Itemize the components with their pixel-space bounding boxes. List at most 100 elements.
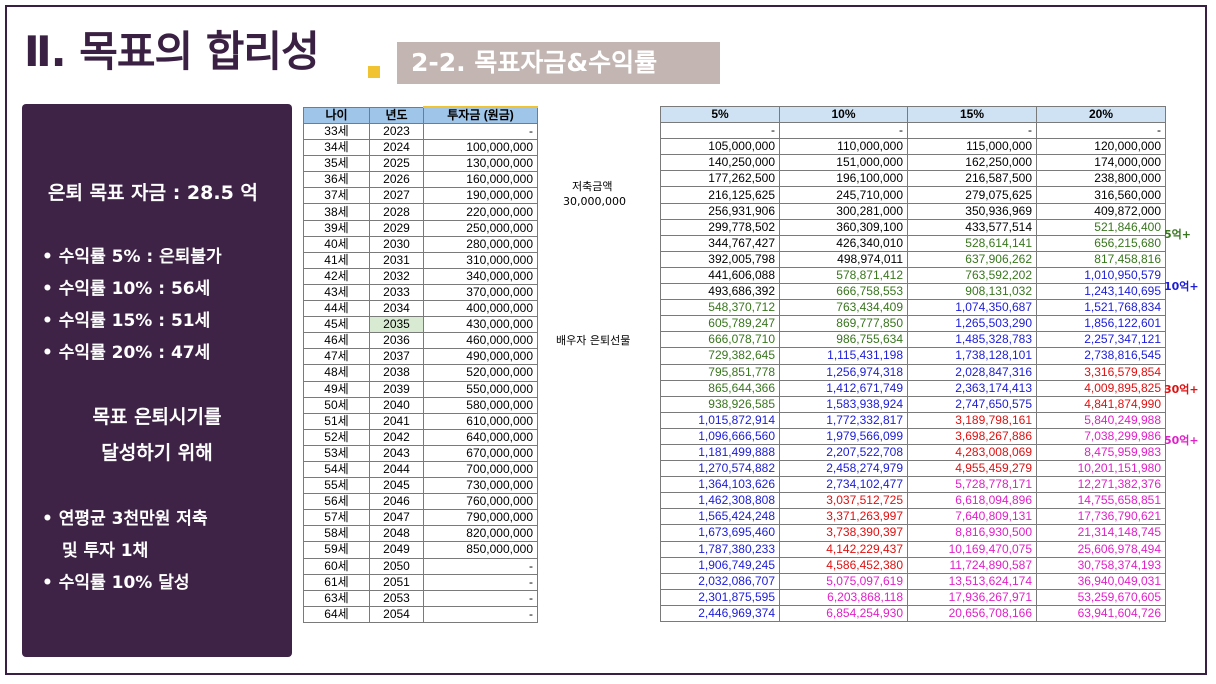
- return-row: 938,926,585 1,583,938,924 2,747,650,575 4,8…: [660, 395, 1166, 413]
- value-rate-10: 763,434,409: [779, 299, 908, 317]
- value-rate-20: 174,000,000: [1036, 154, 1166, 172]
- value-rate-10: 6,203,868,118: [779, 588, 908, 606]
- value-rate-20: 3,316,579,854: [1036, 363, 1166, 381]
- value-rate-20: 1,243,140,695: [1036, 283, 1166, 301]
- investment-row: 35세 2025 130,000,000: [303, 155, 538, 173]
- value-rate-15: 763,592,202: [907, 266, 1037, 285]
- value-rate-20: 656,215,680: [1036, 234, 1166, 252]
- investment-row: 41세 2031 310,000,000: [303, 251, 538, 269]
- value-rate-15: 279,075,625: [907, 186, 1037, 204]
- investment-header-row: 나이 년도 투자금 (원금): [303, 106, 538, 124]
- value-rate-20: 817,458,816: [1036, 250, 1166, 268]
- value-rate-10: 2,458,274,979: [779, 460, 908, 478]
- value-rate-5: 1,673,695,460: [660, 524, 780, 542]
- investment-cell: 760,000,000: [423, 493, 538, 511]
- return-header-row: 5% 10% 15% 20%: [660, 105, 1166, 124]
- age-cell: 56세: [303, 493, 370, 511]
- investment-row: 36세 2026 160,000,000: [303, 171, 538, 189]
- value-rate-20: 7,038,299,986: [1036, 427, 1166, 445]
- value-rate-15: 5,728,778,171: [907, 476, 1037, 494]
- year-cell: 2053: [369, 589, 424, 607]
- return-row: 493,686,392 666,758,553 908,131,032 1,243,1…: [660, 283, 1166, 301]
- retirement-goal: 은퇴 목표 자금 : 28.5 억: [48, 182, 258, 204]
- year-cell: 2026: [369, 171, 424, 189]
- value-rate-5: 605,789,247: [660, 315, 780, 333]
- plan-item-1: • 연평균 3천만원 저축: [42, 509, 208, 529]
- year-cell: 2032: [369, 267, 424, 285]
- value-rate-15: 7,640,809,131: [907, 508, 1037, 526]
- rate-20-text: 수익률 20% : 47세: [58, 343, 211, 363]
- value-rate-15: 908,131,032: [907, 283, 1037, 301]
- value-rate-5: 105,000,000: [660, 138, 780, 156]
- slide-frame: [5, 5, 1207, 675]
- value-rate-20: 17,736,790,621: [1036, 508, 1166, 526]
- year-cell: 2035: [369, 316, 424, 334]
- year-cell: 2023: [369, 122, 424, 141]
- value-rate-15: 216,587,500: [907, 170, 1037, 188]
- savings-value: 30,000,000: [563, 195, 626, 208]
- value-rate-20: -: [1036, 122, 1166, 140]
- investment-row: 56세 2046 760,000,000: [303, 493, 538, 511]
- investment-table: 나이 년도 투자금 (원금) 33세 2023-34세 2024 100,000,00…: [303, 106, 538, 623]
- investment-row: 63세 2053-: [303, 589, 538, 607]
- value-rate-5: 177,262,500: [660, 170, 780, 188]
- milestone-marker: 5억+: [1164, 228, 1191, 242]
- return-table: 5% 10% 15% 20% - - - -105,000,000 110,000,00…: [660, 105, 1166, 623]
- rate-15-text: 수익률 15% : 51세: [58, 311, 211, 331]
- value-rate-20: 4,009,895,825: [1036, 379, 1166, 397]
- age-cell: 47세: [303, 348, 370, 366]
- investment-row: 40세 2030 280,000,000: [303, 235, 538, 253]
- value-rate-5: 256,931,906: [660, 202, 780, 220]
- value-rate-20: 120,000,000: [1036, 138, 1166, 156]
- value-rate-5: 729,382,645: [660, 347, 780, 365]
- year-cell: 2043: [369, 444, 424, 462]
- value-rate-15: -: [907, 122, 1037, 140]
- age-cell: 55세: [303, 477, 370, 495]
- investment-cell: 850,000,000: [423, 541, 538, 559]
- plan-line-1: 연평균 3천만원 저축: [58, 509, 208, 529]
- investment-row: 43세 2033 370,000,000: [303, 283, 538, 302]
- value-rate-5: 493,686,392: [660, 283, 780, 301]
- investment-row: 58세 2048 820,000,000: [303, 525, 538, 543]
- value-rate-10: 1,115,431,198: [779, 347, 908, 365]
- value-rate-15: 3,189,798,161: [907, 411, 1037, 429]
- age-cell: 37세: [303, 187, 370, 205]
- investment-row: 50세 2040 580,000,000: [303, 396, 538, 414]
- investment-cell: 430,000,000: [423, 316, 538, 334]
- return-row: ----: [660, 122, 1166, 140]
- investment-row: 52세 2042 640,000,000: [303, 428, 538, 446]
- year-cell: 2045: [369, 477, 424, 495]
- investment-cell: 250,000,000: [423, 219, 538, 237]
- age-cell: 63세: [303, 589, 370, 607]
- return-row: 441,606,088 578,871,412 763,592,202 1,010,9…: [660, 266, 1166, 285]
- investment-cell: 370,000,000: [423, 283, 538, 302]
- return-row: 666,078,710 986,755,634 1,485,328,783 2,257…: [660, 331, 1166, 349]
- investment-cell: 130,000,000: [423, 155, 538, 173]
- value-rate-15: 350,936,969: [907, 202, 1037, 220]
- value-rate-10: 986,755,634: [779, 331, 908, 349]
- value-rate-20: 2,257,347,121: [1036, 331, 1166, 349]
- year-cell: 2027: [369, 187, 424, 205]
- value-rate-20: 1,010,950,579: [1036, 266, 1166, 285]
- investment-cell: 670,000,000: [423, 444, 538, 462]
- summary-panel: 은퇴 목표 자금 : 28.5 억 • 수익률 5% : 은퇴불가 • 수익률 …: [22, 104, 292, 657]
- investment-row: 37세 2027 190,000,000: [303, 187, 538, 205]
- milestone-marker: 30억+: [1164, 382, 1199, 396]
- age-cell: 49세: [303, 380, 370, 398]
- value-rate-20: 5,840,249,988: [1036, 411, 1166, 429]
- return-row: 344,767,427 426,340,010 528,614,141 656,215…: [660, 234, 1166, 252]
- age-cell: 35세: [303, 155, 370, 173]
- title-accent-square: [368, 66, 380, 78]
- age-cell: 41세: [303, 251, 370, 269]
- value-rate-5: 2,032,086,707: [660, 572, 780, 590]
- investment-row: 60세 2050-: [303, 557, 538, 575]
- rate-5-item: • 수익률 5% : 은퇴불가: [42, 247, 222, 267]
- value-rate-15: 528,614,141: [907, 234, 1037, 252]
- year-cell: 2049: [369, 541, 424, 559]
- year-cell: 2040: [369, 396, 424, 414]
- age-cell: 45세: [303, 316, 370, 334]
- year-cell: 2024: [369, 139, 424, 157]
- value-rate-20: 521,846,400: [1036, 218, 1166, 236]
- return-row: 1,906,749,245 4,586,452,380 11,724,890,587…: [660, 556, 1166, 574]
- investment-row: 57세 2047 790,000,000: [303, 509, 538, 527]
